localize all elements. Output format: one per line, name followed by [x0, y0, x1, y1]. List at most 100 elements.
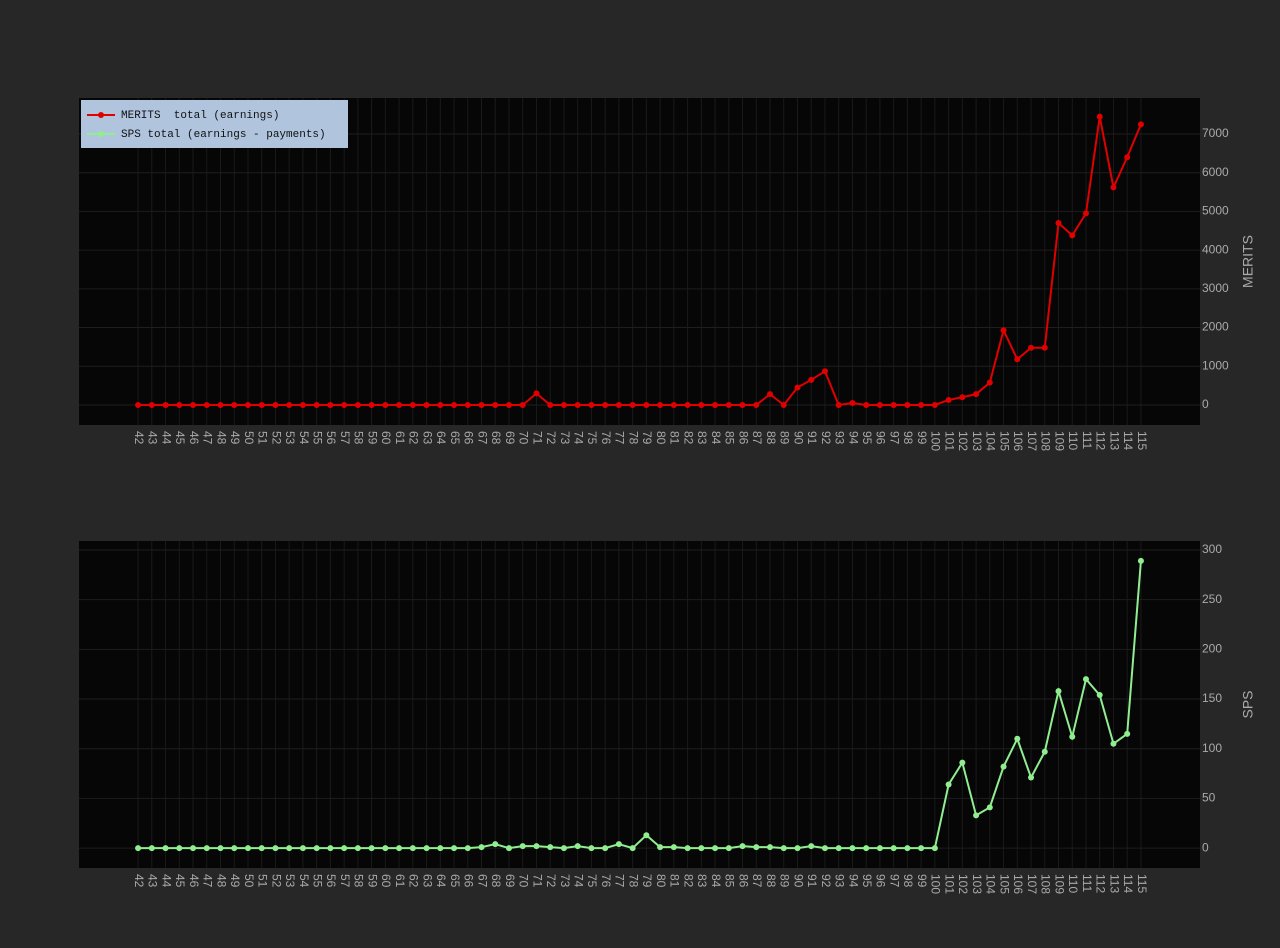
data-point: [382, 401, 389, 408]
x-tick-label: 115: [1135, 874, 1149, 893]
x-tick-label: 99: [915, 874, 929, 888]
x-tick-label: 42: [132, 874, 146, 888]
x-tick-label: 78: [626, 431, 640, 445]
data-point: [725, 845, 732, 852]
x-tick-label: 72: [544, 874, 558, 888]
y-axis-title: MERITS: [1240, 235, 1256, 288]
x-tick-label: 97: [887, 431, 901, 445]
x-tick-label: 114: [1121, 874, 1135, 893]
plot-area: [79, 541, 1200, 868]
data-point: [863, 401, 870, 408]
data-point: [492, 401, 499, 408]
x-tick-label: 59: [365, 431, 379, 445]
x-tick-label: 113: [1107, 431, 1121, 450]
data-point: [794, 845, 801, 852]
data-point: [739, 843, 746, 850]
x-tick-label: 81: [668, 874, 682, 888]
x-tick-label: 88: [764, 874, 778, 888]
x-tick-label: 84: [709, 874, 723, 888]
x-tick-label: 67: [475, 874, 489, 888]
data-point: [959, 394, 966, 401]
y-axis-title: SPS: [1240, 690, 1256, 718]
legend-marker: [98, 131, 104, 137]
x-tick-label: 62: [407, 431, 421, 445]
x-tick-label: 89: [778, 431, 792, 445]
x-tick-label: 91: [805, 874, 819, 888]
x-tick-label: 49: [228, 431, 242, 445]
x-tick-label: 112: [1094, 431, 1108, 450]
data-point: [629, 845, 636, 852]
data-point: [1096, 113, 1103, 120]
data-point: [712, 845, 719, 852]
x-tick-label: 101: [942, 874, 956, 894]
x-tick-label: 71: [530, 874, 544, 888]
x-tick-label: 102: [956, 874, 970, 894]
data-point: [1069, 733, 1076, 740]
x-tick-label: 47: [201, 431, 215, 445]
data-point: [135, 845, 142, 852]
x-tick-label: 63: [420, 874, 434, 888]
data-point: [464, 845, 471, 852]
data-point: [918, 845, 925, 852]
x-tick-label: 98: [901, 874, 915, 888]
data-point: [409, 401, 416, 408]
data-point: [959, 759, 966, 766]
x-tick-label: 100: [929, 431, 943, 451]
x-tick-label: 74: [572, 874, 586, 888]
data-point: [574, 843, 581, 850]
x-tick-label: 74: [572, 431, 586, 445]
x-tick-label: 79: [640, 874, 654, 888]
data-point: [299, 401, 306, 408]
x-tick-label: 56: [324, 431, 338, 445]
data-point: [258, 845, 265, 852]
x-tick-label: 66: [462, 874, 476, 888]
x-tick-label: 92: [819, 431, 833, 445]
x-tick-label: 54: [297, 874, 311, 888]
x-tick-label: 55: [310, 874, 324, 888]
x-tick-label: 58: [352, 874, 366, 888]
x-tick-label: 109: [1052, 431, 1066, 451]
data-point: [849, 845, 856, 852]
y-tick-label: 150: [1202, 691, 1222, 705]
data-point: [588, 845, 595, 852]
data-point: [753, 844, 760, 851]
data-point: [217, 845, 224, 852]
x-tick-label: 112: [1094, 874, 1108, 893]
data-point: [451, 401, 458, 408]
x-tick-label: 81: [668, 431, 682, 445]
x-tick-label: 43: [146, 874, 160, 888]
x-tick-label: 65: [448, 874, 462, 888]
x-tick-label: 44: [159, 874, 173, 888]
x-tick-label: 87: [750, 874, 764, 888]
x-tick-label: 51: [256, 874, 270, 888]
x-tick-label: 111: [1080, 431, 1094, 450]
data-point: [423, 845, 430, 852]
x-tick-label: 113: [1107, 874, 1121, 893]
data-point: [931, 845, 938, 852]
data-point: [643, 832, 650, 839]
x-tick-label: 72: [544, 431, 558, 445]
data-point: [327, 845, 334, 852]
x-tick-label: 92: [819, 874, 833, 888]
x-tick-label: 59: [365, 874, 379, 888]
data-point: [437, 845, 444, 852]
data-point: [519, 843, 526, 850]
x-tick-label: 49: [228, 874, 242, 888]
x-tick-label: 105: [997, 874, 1011, 894]
data-point: [547, 844, 554, 851]
x-tick-label: 96: [874, 431, 888, 445]
x-tick-label: 90: [791, 431, 805, 445]
x-tick-label: 67: [475, 431, 489, 445]
data-point: [904, 845, 911, 852]
x-tick-label: 104: [984, 431, 998, 451]
plot-area: [79, 98, 1200, 425]
data-point: [849, 400, 856, 407]
x-tick-label: 43: [146, 431, 160, 445]
data-point: [876, 401, 883, 408]
data-point: [258, 401, 265, 408]
data-point: [368, 401, 375, 408]
data-point: [231, 401, 238, 408]
data-point: [808, 376, 815, 383]
x-tick-label: 85: [723, 874, 737, 888]
data-point: [231, 845, 238, 852]
